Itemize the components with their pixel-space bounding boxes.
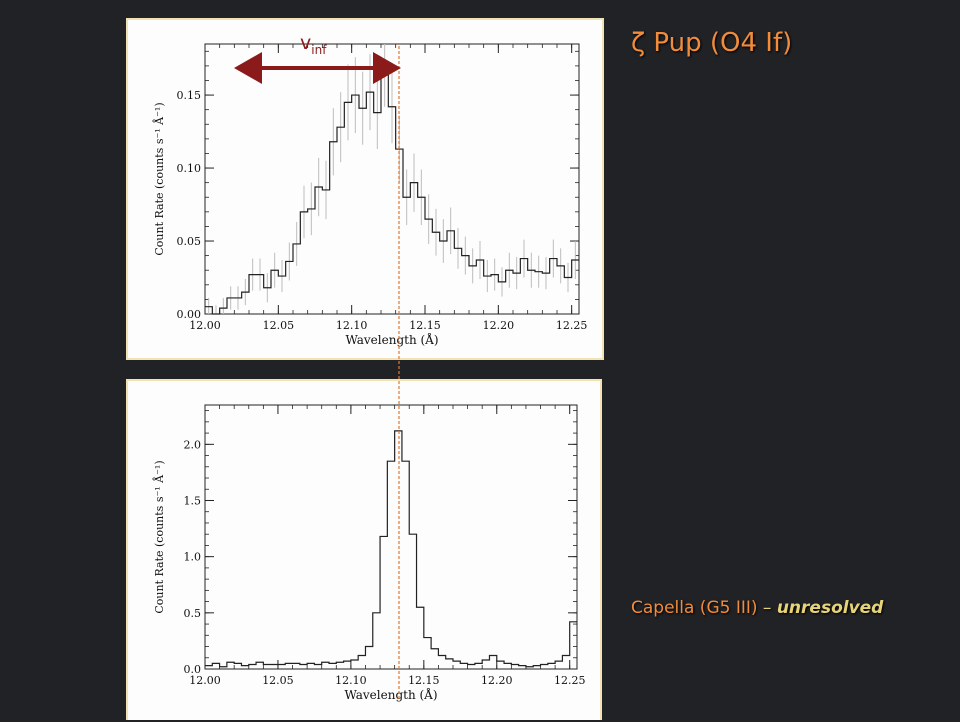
x-tick-label: 12.10	[335, 674, 367, 687]
y-tick-label: 0.00	[177, 308, 202, 321]
bottom-spectrum-panel: 12.00 12.05 12.10 12.15 12.20 12.25 0.0 0.5 1.0 1…	[126, 379, 602, 720]
x-axis-label: Wavelength (Å)	[344, 687, 437, 702]
x-tick-label: 12.00	[189, 674, 221, 687]
y-tick-label: 1.0	[184, 551, 202, 564]
top-spectrum-panel: 12.00 12.05 12.10 12.15 12.20 12.25 0.00 0.05 0.…	[126, 18, 604, 360]
x-tick-label: 12.20	[481, 674, 513, 687]
x-tick-label: 12.15	[409, 319, 441, 332]
capella-caption: Capella (G5 III) – unresolved	[631, 598, 883, 618]
x-tick-label: 12.05	[263, 319, 295, 332]
y-tick-label: 0.10	[177, 162, 202, 175]
spectrum-series-line	[205, 65, 579, 315]
x-tick-label: 12.10	[336, 319, 368, 332]
y-tick-label: 2.0	[184, 438, 202, 451]
plot-frame	[204, 404, 578, 670]
page-title: ζ Pup (O4 If)	[631, 28, 793, 58]
spectrum-series-line	[205, 430, 577, 668]
zeta-pup-spectrum-chart: 12.00 12.05 12.10 12.15 12.20 12.25 0.00 0.05 0.…	[152, 43, 588, 347]
x-tick-label: 12.25	[554, 674, 586, 687]
y-tick-label: 0.05	[177, 235, 202, 248]
x-tick-label: 12.20	[483, 319, 515, 332]
y-tick-label: 0.15	[177, 89, 202, 102]
y-tick-label: 1.5	[184, 494, 202, 507]
capella-spectrum-chart: 12.00 12.05 12.10 12.15 12.20 12.25 0.0 0.5 1.0 1…	[152, 404, 586, 702]
caption-star: Capella (G5 III)	[631, 598, 758, 618]
y-axis-label: Count Rate (counts s⁻¹ Å⁻¹)	[152, 102, 166, 255]
x-axis-label: Wavelength (Å)	[345, 332, 438, 347]
caption-note: unresolved	[776, 598, 884, 618]
x-tick-label: 12.25	[556, 319, 588, 332]
x-tick-label: 12.00	[189, 319, 221, 332]
y-tick-label: 0.0	[184, 663, 202, 676]
plot-frame	[204, 43, 580, 315]
y-axis-label: Count Rate (counts s⁻¹ Å⁻¹)	[152, 460, 166, 613]
x-tick-label: 12.15	[408, 674, 440, 687]
y-tick-label: 0.5	[184, 607, 202, 620]
x-tick-label: 12.05	[262, 674, 294, 687]
caption-dash: –	[757, 598, 777, 618]
v-inf-label: vinf	[300, 32, 327, 57]
